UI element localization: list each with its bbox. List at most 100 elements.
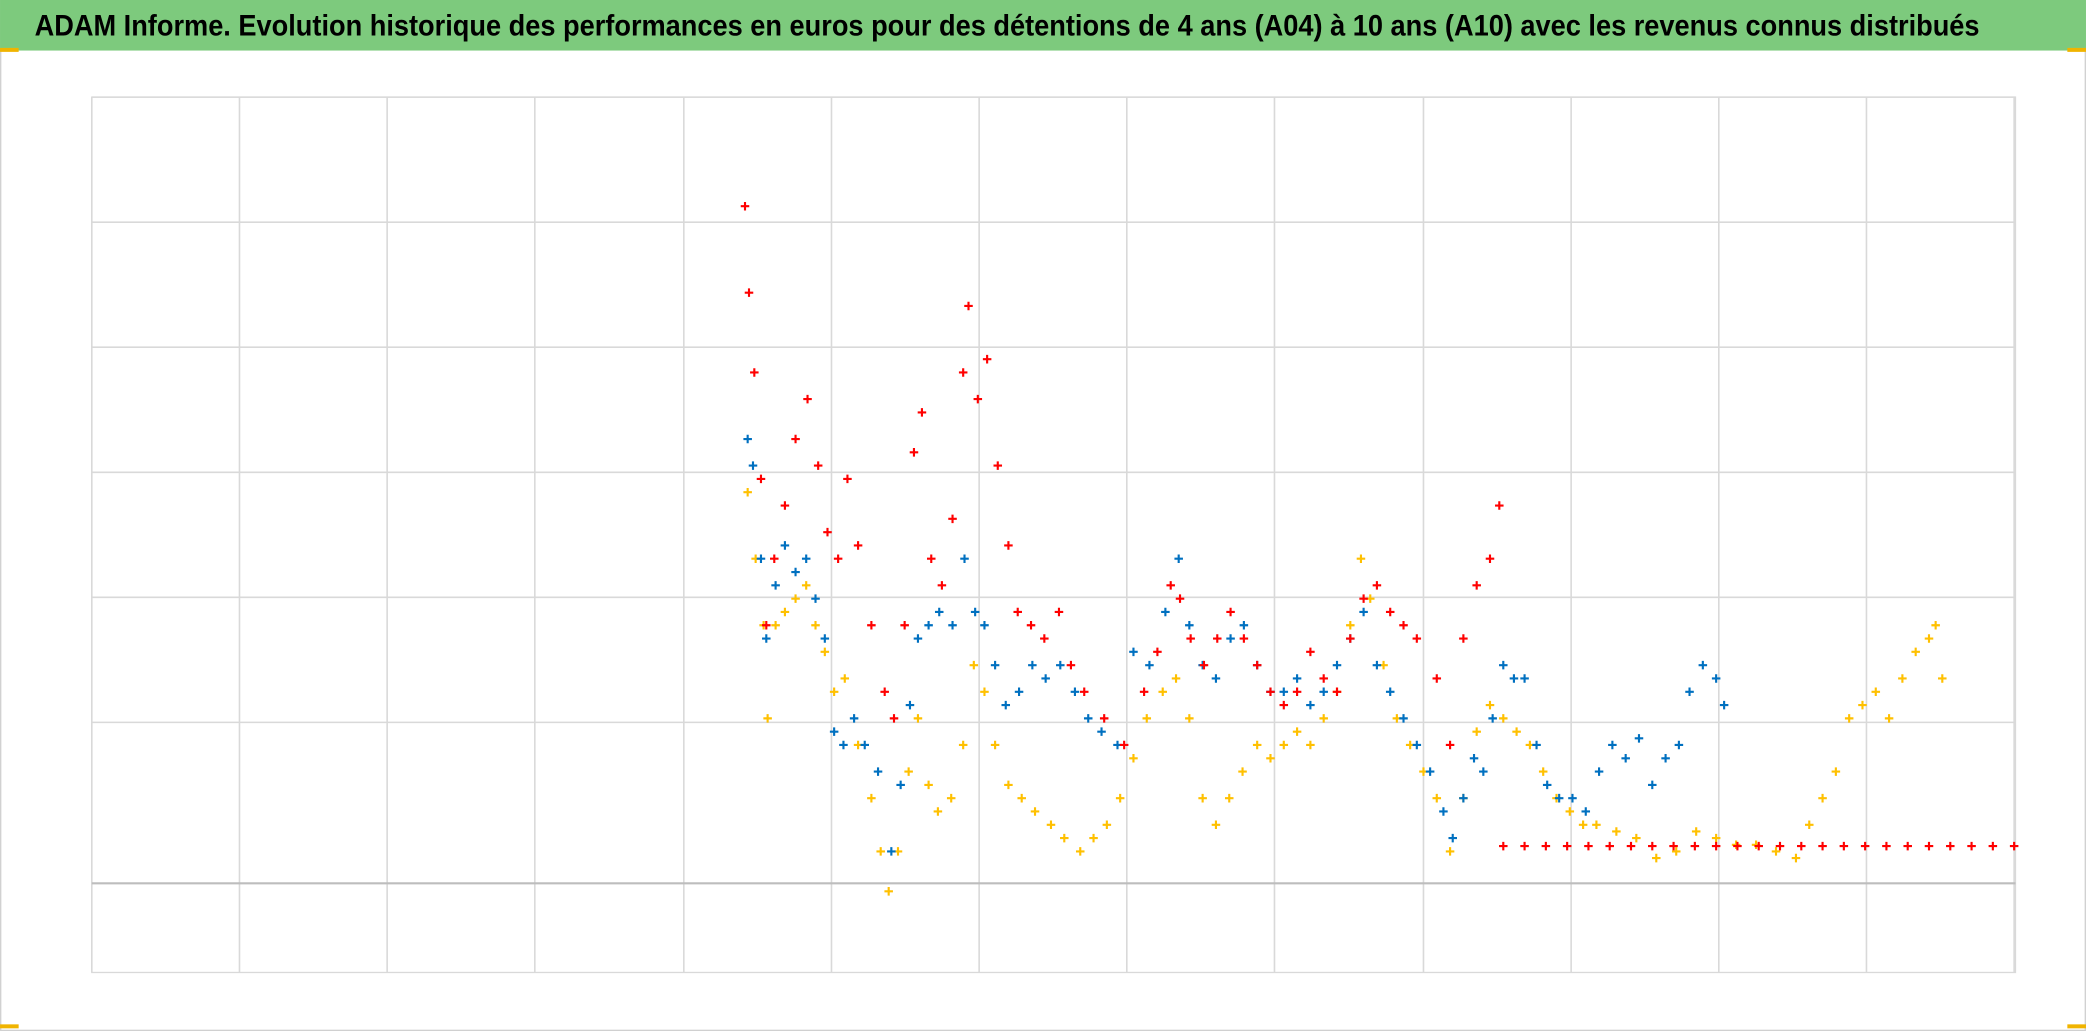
point: [1213, 634, 1222, 643]
point: [1198, 793, 1207, 803]
point: [1903, 841, 1912, 851]
point: [889, 714, 899, 723]
point: [1592, 820, 1601, 830]
point: [937, 581, 947, 590]
point: [770, 554, 779, 563]
title-bar: [0, 0, 2086, 51]
point: [1562, 841, 1572, 851]
point: [801, 554, 811, 563]
point: [1445, 847, 1455, 856]
point: [1306, 647, 1315, 657]
point: [1432, 793, 1442, 803]
point: [1158, 687, 1167, 697]
point: [762, 620, 771, 630]
point: [1532, 740, 1541, 750]
point: [1119, 740, 1129, 750]
point: [1306, 740, 1315, 750]
point: [1332, 687, 1342, 697]
point: [1459, 634, 1468, 643]
point: [1239, 620, 1249, 630]
point: [1014, 687, 1024, 697]
point: [813, 461, 823, 470]
point: [791, 434, 800, 444]
point: [748, 461, 758, 470]
point: [1797, 841, 1806, 851]
point: [1472, 581, 1481, 590]
point: [1060, 833, 1069, 843]
grid: [91, 96, 2017, 974]
point: [1499, 714, 1508, 723]
point: [904, 767, 913, 776]
point: [1488, 714, 1497, 723]
point: [780, 501, 790, 510]
point: [933, 807, 943, 816]
point: [1554, 793, 1564, 803]
point: [1385, 687, 1395, 697]
point: [1652, 853, 1661, 863]
point: [1028, 660, 1037, 670]
point: [1070, 687, 1080, 697]
point: [1448, 833, 1457, 843]
point: [1485, 700, 1495, 710]
corner: [2067, 1024, 2086, 1029]
point: [900, 620, 909, 630]
point: [849, 714, 859, 723]
point: [823, 527, 832, 537]
point: [1083, 714, 1093, 723]
point: [791, 567, 800, 577]
point: [913, 714, 923, 723]
point: [1013, 607, 1022, 617]
point: [1499, 660, 1508, 670]
point: [980, 620, 989, 630]
point: [1771, 847, 1781, 856]
point: [1924, 634, 1934, 643]
point: [1046, 820, 1056, 830]
point: [839, 740, 848, 750]
point: [1332, 660, 1342, 670]
point: [973, 394, 983, 404]
point: [1017, 793, 1026, 803]
point: [867, 620, 876, 630]
point: [1661, 754, 1670, 763]
point: [1988, 841, 1998, 851]
point: [1839, 841, 1849, 851]
point: [1924, 841, 1934, 851]
point: [1239, 634, 1249, 643]
point: [1185, 714, 1194, 723]
point: [960, 554, 969, 563]
point: [1166, 581, 1175, 590]
point: [1142, 714, 1152, 723]
point: [1040, 634, 1049, 643]
point: [867, 793, 876, 803]
point: [934, 607, 944, 617]
point: [1931, 620, 1940, 630]
point: [1004, 780, 1013, 790]
point: [1385, 607, 1395, 617]
point: [1412, 740, 1422, 750]
point: [1372, 581, 1382, 590]
point: [970, 607, 980, 617]
point: [1238, 767, 1247, 776]
point: [1520, 841, 1529, 851]
point: [791, 594, 800, 603]
point: [1671, 847, 1681, 856]
point: [743, 434, 752, 444]
point: [1399, 620, 1408, 630]
point: [924, 620, 933, 630]
point: [948, 620, 957, 630]
point: [1346, 620, 1355, 630]
point: [913, 634, 923, 643]
point: [1605, 841, 1614, 851]
point: [1485, 554, 1495, 563]
point: [884, 887, 893, 896]
point: [1520, 674, 1529, 683]
point: [1584, 841, 1593, 851]
point: [811, 594, 820, 603]
plot-area: [740, 201, 2019, 896]
point: [1439, 807, 1448, 816]
point: [1186, 634, 1195, 643]
point: [1884, 714, 1894, 723]
point: [1129, 647, 1138, 657]
point: [1056, 660, 1065, 670]
point: [887, 847, 896, 856]
